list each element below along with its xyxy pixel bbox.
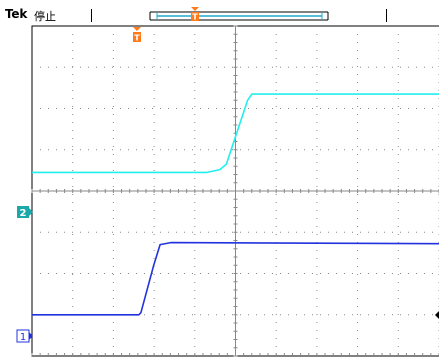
channel-1-trace [32, 241, 439, 316]
graticule [31, 25, 439, 357]
record-trigger-icon: T [191, 7, 199, 22]
ch2-marker[interactable]: 2 [17, 206, 33, 219]
trigger-level-icon[interactable] [435, 311, 439, 319]
header-divider [91, 9, 92, 22]
svg-text:T: T [192, 13, 198, 22]
header-divider-right [386, 9, 387, 22]
waveforms [32, 93, 439, 316]
svg-text:T: T [134, 34, 140, 43]
record-bar [149, 11, 329, 21]
svg-text:1: 1 [20, 332, 26, 343]
ch1-marker[interactable]: 1 [16, 329, 33, 343]
acquisition-status: 停止 [34, 10, 56, 23]
trigger-position-icon[interactable]: T [133, 27, 141, 43]
channel-2-trace [32, 93, 439, 174]
brand-label: Tek [5, 7, 28, 21]
svg-text:2: 2 [20, 208, 27, 219]
header-bar: Tek 停止 [0, 0, 439, 26]
